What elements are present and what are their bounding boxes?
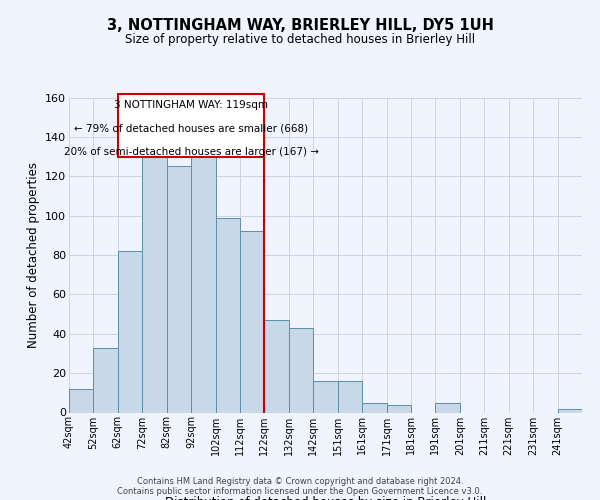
Bar: [215, 218, 240, 412]
X-axis label: Distribution of detached houses by size in Brierley Hill: Distribution of detached houses by size …: [165, 496, 486, 500]
Bar: [338, 381, 362, 412]
Bar: [94, 348, 118, 412]
Bar: [362, 402, 386, 412]
Bar: [240, 232, 265, 412]
Bar: [436, 402, 460, 412]
Bar: [386, 404, 411, 412]
Bar: [557, 408, 582, 412]
Bar: [265, 320, 289, 412]
Text: ← 79% of detached houses are smaller (668): ← 79% of detached houses are smaller (66…: [74, 124, 308, 134]
Bar: [142, 150, 167, 412]
Text: Contains public sector information licensed under the Open Government Licence v3: Contains public sector information licen…: [118, 487, 482, 496]
Text: Contains HM Land Registry data © Crown copyright and database right 2024.: Contains HM Land Registry data © Crown c…: [137, 477, 463, 486]
Text: 3 NOTTINGHAM WAY: 119sqm: 3 NOTTINGHAM WAY: 119sqm: [114, 100, 268, 110]
FancyBboxPatch shape: [118, 94, 265, 156]
Bar: [191, 154, 215, 412]
Bar: [313, 381, 338, 412]
Text: Size of property relative to detached houses in Brierley Hill: Size of property relative to detached ho…: [125, 32, 475, 46]
Bar: [167, 166, 191, 412]
Y-axis label: Number of detached properties: Number of detached properties: [26, 162, 40, 348]
Bar: [118, 251, 142, 412]
Text: 20% of semi-detached houses are larger (167) →: 20% of semi-detached houses are larger (…: [64, 147, 319, 157]
Bar: [69, 389, 94, 412]
Text: 3, NOTTINGHAM WAY, BRIERLEY HILL, DY5 1UH: 3, NOTTINGHAM WAY, BRIERLEY HILL, DY5 1U…: [107, 18, 493, 32]
Bar: [289, 328, 313, 412]
